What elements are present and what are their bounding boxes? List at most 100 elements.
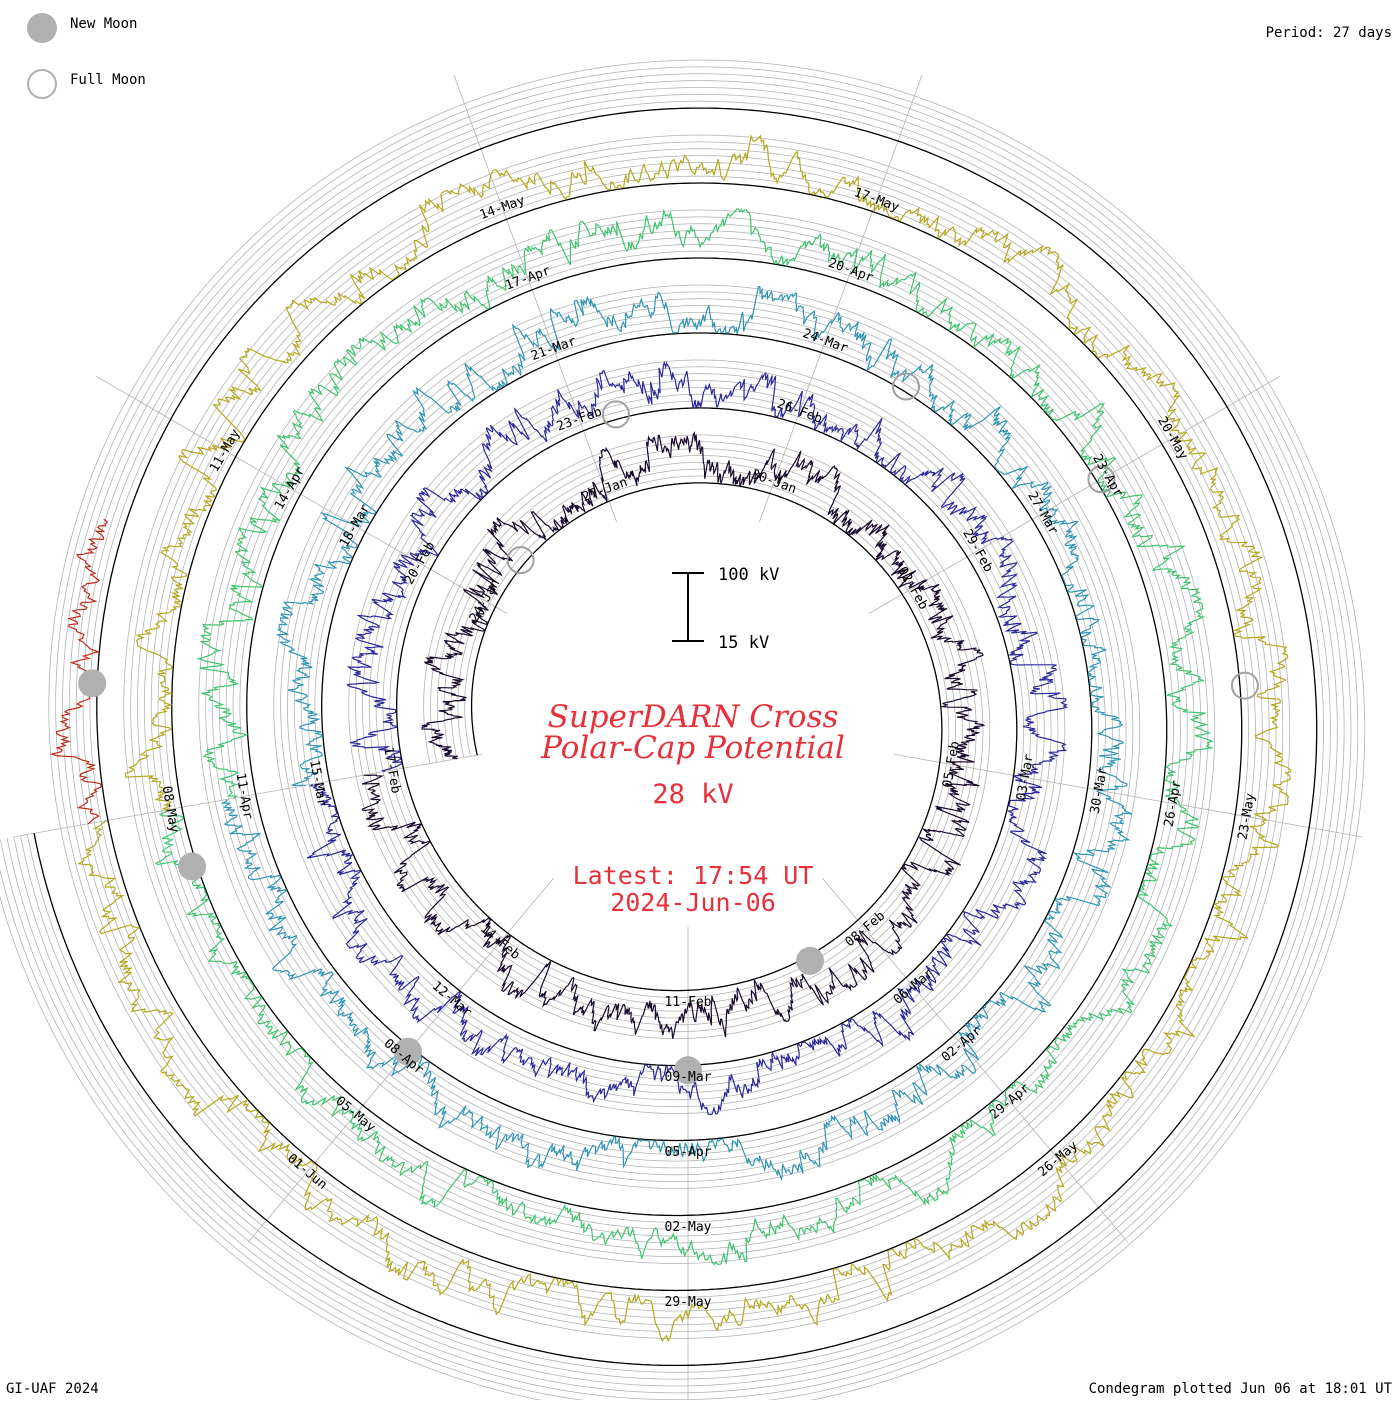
date-label: 15-Mar xyxy=(306,759,329,808)
grid-ring xyxy=(235,312,1113,1162)
grid-ring xyxy=(221,298,1127,1176)
grid-ring xyxy=(281,359,1066,1114)
date-label: 05-Apr xyxy=(665,1145,712,1160)
grid-ring xyxy=(288,366,1059,1108)
date-label: 14-Apr xyxy=(272,464,309,512)
latest-time: Latest: 17:54 UT xyxy=(573,861,814,890)
date-label: 29-Feb xyxy=(959,527,996,575)
grid-ring xyxy=(6,80,1345,1394)
grid-ring xyxy=(174,250,1174,1223)
grid-ring xyxy=(134,209,1216,1264)
grid-layer xyxy=(0,59,1366,1404)
grid-ring xyxy=(80,155,1270,1319)
date-label: 23-Apr xyxy=(1089,452,1126,500)
full-moon-marker xyxy=(506,546,535,575)
series-line-2 xyxy=(306,360,1069,1116)
series-line-4 xyxy=(154,208,1214,1266)
series-layer xyxy=(49,133,1292,1343)
grid-ring xyxy=(248,325,1099,1148)
grid-ring xyxy=(13,87,1338,1387)
full-moon-legend-icon xyxy=(27,69,57,99)
grid-ring xyxy=(73,148,1277,1326)
grid-ring xyxy=(295,373,1052,1101)
baseline-spiral xyxy=(255,332,1093,1142)
date-label: 20-May xyxy=(1154,414,1191,462)
period-label: Period: 27 days xyxy=(1266,25,1392,41)
date-label: 23-May xyxy=(1236,792,1259,841)
grid-ring xyxy=(396,475,950,998)
footer-plotted: Condegram plotted Jun 06 at 18:01 UT xyxy=(1089,1381,1393,1397)
chart-title-line1: SuperDARN Cross xyxy=(548,699,839,735)
grid-ring xyxy=(60,134,1291,1339)
date-label: 02-May xyxy=(665,1220,712,1235)
grid-ring xyxy=(241,318,1106,1155)
grid-ring xyxy=(389,468,956,1005)
date-label: 08-May xyxy=(159,785,182,834)
grid-ring xyxy=(315,393,1031,1080)
grid-ring xyxy=(100,175,1249,1298)
new-moon-marker xyxy=(394,1037,422,1066)
footer-credit: GI-UAF 2024 xyxy=(6,1381,99,1397)
grid-ring xyxy=(0,73,1352,1401)
new-moon-marker xyxy=(796,946,824,975)
date-label: 01-Jun xyxy=(284,1151,330,1193)
grid-ring xyxy=(355,434,991,1039)
date-label: 02-Feb xyxy=(894,564,931,612)
date-label: 11-May xyxy=(207,427,244,475)
grid-ring xyxy=(94,168,1256,1305)
grid-ring xyxy=(20,93,1331,1380)
full-moon-legend-label: Full Moon xyxy=(70,72,146,88)
grid-ring xyxy=(154,230,1195,1244)
grid-ring xyxy=(302,380,1045,1094)
date-label: 26-Apr xyxy=(1162,779,1185,828)
date-label: 29-May xyxy=(665,1295,712,1310)
latest-date: 2024-Jun-06 xyxy=(610,888,776,917)
grid-ring xyxy=(0,59,1366,1404)
new-moon-marker xyxy=(78,669,107,698)
series-line-3 xyxy=(220,285,1133,1182)
grid-spoke xyxy=(95,375,508,614)
baseline-spiral xyxy=(181,257,1168,1217)
chart-title-line2: Polar-Cap Potential xyxy=(540,730,845,766)
full-moon-marker xyxy=(1230,671,1259,700)
grid-ring xyxy=(161,236,1188,1237)
date-label: 23-Feb xyxy=(555,404,604,434)
grid-spoke xyxy=(453,75,617,522)
baseline-spiral xyxy=(107,182,1243,1292)
new-moon-marker xyxy=(674,1056,702,1085)
full-moon-marker xyxy=(892,372,920,401)
grid-spoke xyxy=(14,753,483,838)
scale-bar-bottom-label: 15 kV xyxy=(718,633,769,653)
new-moon-marker xyxy=(178,852,207,881)
scale-bar-top-label: 100 kV xyxy=(718,565,779,585)
baseline-spiral xyxy=(328,407,1018,1067)
date-label: 05-Feb xyxy=(940,740,963,789)
new-moon-legend-label: New Moon xyxy=(70,16,137,32)
full-moon-marker xyxy=(1087,465,1116,494)
grid-spoke xyxy=(822,877,1128,1243)
grid-ring xyxy=(322,400,1025,1073)
date-label: 18-Mar xyxy=(337,502,374,550)
date-label: 03-Mar xyxy=(1014,753,1037,802)
grid-ring xyxy=(0,66,1359,1404)
grid-ring xyxy=(26,100,1325,1373)
grid-ring xyxy=(167,243,1181,1230)
date-label: 08-Feb xyxy=(843,908,889,950)
new-moon-legend-icon xyxy=(27,13,57,43)
date-label: 17-Apr xyxy=(503,263,552,293)
full-moon-marker xyxy=(602,400,630,429)
date-label: 05-May xyxy=(332,1094,378,1136)
grid-spoke xyxy=(893,753,1362,838)
current-value: 28 kV xyxy=(652,779,733,810)
moon-layer xyxy=(78,372,1259,1085)
grid-ring xyxy=(67,141,1284,1332)
grid-ring xyxy=(228,305,1120,1169)
grid-spoke xyxy=(759,75,923,522)
date-label: 27-Jan xyxy=(580,475,629,505)
series-line-1 xyxy=(361,431,986,1039)
date-label: 09-Mar xyxy=(665,1070,712,1085)
date-label: 30-Mar xyxy=(1088,766,1111,815)
baseline-spiral xyxy=(402,482,943,992)
